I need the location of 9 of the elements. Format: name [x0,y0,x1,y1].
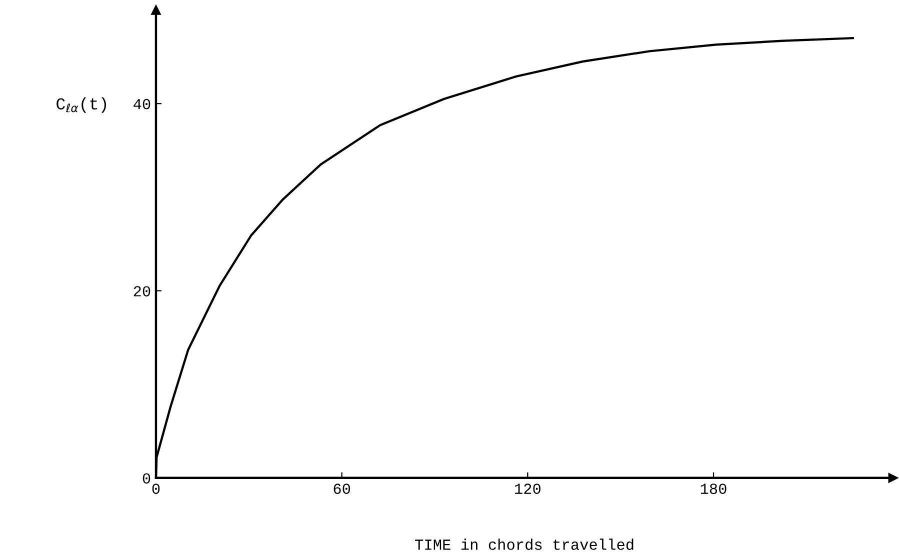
y-tick-label: 40 [134,98,150,110]
x-tick-label: 120 [515,484,540,494]
x-tick-label: 0 [152,484,160,494]
x-axis-title: TIME in chords travelled [415,538,634,550]
x-tick-label: 180 [700,484,726,494]
y-axis-title: C$_{ℓα}$(t) [56,97,106,113]
y-tick-label: 20 [134,286,150,296]
y-tick-label: 0 [142,473,150,484]
x-tick-label: 60 [334,484,350,494]
